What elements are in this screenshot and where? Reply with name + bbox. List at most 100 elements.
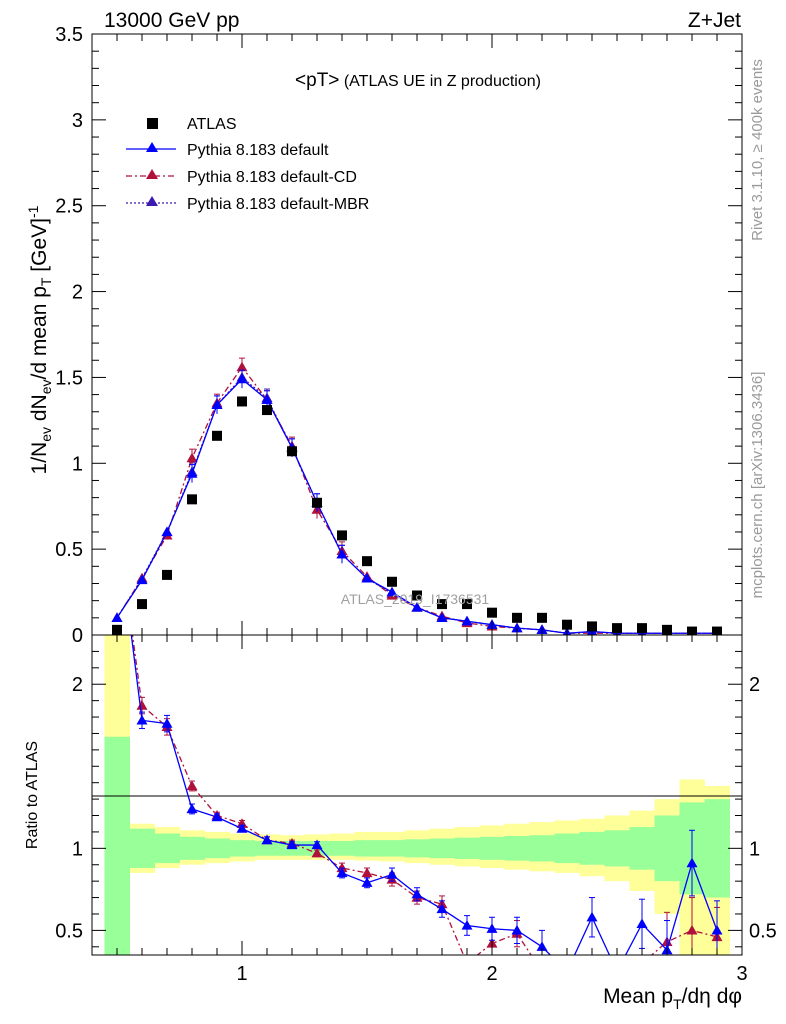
ratio-0-point	[586, 911, 598, 922]
main-y-tick-label: 2.5	[55, 196, 83, 218]
ratio-y-tick-label: 0.5	[55, 920, 83, 942]
stat-band-bin	[554, 833, 580, 864]
ratio-0-point	[186, 803, 198, 814]
series-1-point	[336, 548, 348, 559]
ratio-y-tick-label: 2	[72, 674, 83, 696]
x-axis-title: Mean pT/dη dφ	[603, 985, 742, 1012]
main-y-tick-label: 3.5	[55, 24, 83, 46]
atlas-point	[312, 497, 322, 508]
stat-band-bin	[129, 828, 155, 869]
stat-band-bin	[204, 838, 230, 859]
stat-band-bin	[529, 835, 555, 862]
series-1-point	[386, 586, 398, 597]
atlas-point	[337, 530, 347, 541]
atlas-point	[562, 619, 572, 630]
ratio-0-point	[161, 718, 173, 728]
stat-band-bin	[654, 815, 680, 882]
stat-band-bin	[704, 799, 730, 898]
series-1-point	[136, 574, 148, 585]
atlas-point	[537, 612, 547, 623]
main-y-tick-label: 2	[72, 282, 83, 304]
ratio-0-point	[236, 823, 248, 833]
atlas-point	[262, 405, 272, 416]
series-1-point	[111, 612, 123, 622]
ratio-0-point	[261, 834, 273, 845]
series-1-point	[411, 602, 423, 612]
main-y-tick-label: 0.5	[55, 539, 83, 561]
ratio-0-point	[486, 923, 498, 933]
atlas-point	[212, 430, 222, 441]
ratio-1-point	[361, 867, 373, 878]
legend: ATLAS Pythia 8.183 default Pythia 8.183 …	[126, 116, 369, 213]
ratio-0-point	[211, 811, 223, 822]
series-2-point	[186, 452, 198, 463]
ratio-0-point	[461, 919, 473, 930]
ratio-1-point	[136, 700, 148, 710]
stat-band-bin	[579, 831, 605, 865]
axis-ticks	[91, 33, 743, 955]
ratio-band-total	[104, 635, 730, 955]
ratio-y-axis-title: Ratio to ATLAS	[24, 741, 41, 849]
ratio-y-tick-label-right: 0.5	[749, 920, 777, 942]
stat-band-bin	[454, 837, 480, 859]
series-1-point	[436, 612, 448, 622]
ratio-0-point	[511, 924, 523, 935]
x-tick-label: 2	[486, 963, 497, 985]
ratio-0-point	[311, 839, 323, 850]
atlas-point	[387, 576, 397, 587]
ratio-0-point	[686, 857, 698, 868]
stat-band-bin	[379, 840, 405, 857]
series-1-point	[161, 526, 173, 537]
legend-default-marker	[146, 142, 158, 152]
main-y-axis-title: 1/Nev dNev/d mean pT [GeV]-1	[25, 205, 54, 474]
ratio-series-group	[130, 635, 723, 955]
stat-band-bin	[104, 736, 130, 955]
mcplots-credit-label: mcplots.cern.ch [arXiv:1306.3436]	[749, 372, 766, 599]
atlas-point	[362, 556, 372, 567]
series-1-point	[236, 373, 248, 384]
ratio-frame	[91, 634, 743, 956]
ratio-0-point	[436, 903, 448, 914]
stat-band-bin	[479, 836, 505, 860]
ratio-y-tick-label-right: 1	[749, 838, 760, 860]
stat-band-bin	[329, 840, 355, 856]
rivet-version-label: Rivet 3.1.10, ≥ 400k events	[749, 59, 766, 241]
atlas-point	[137, 599, 147, 610]
process-label: Z+Jet	[688, 9, 741, 32]
ratio-0-point	[361, 877, 373, 887]
ratio-y-tick-label-right: 2	[749, 674, 760, 696]
stat-band-bin	[604, 830, 630, 867]
analysis-watermark: ATLAS_2019_I1736531	[341, 591, 490, 607]
legend-atlas-label: ATLAS	[187, 116, 237, 133]
stat-band-bin	[504, 836, 530, 861]
legend-default-label: Pythia 8.183 default	[187, 142, 329, 159]
stat-band-bin	[154, 833, 180, 864]
atlas-point	[187, 494, 197, 505]
ratio-1-point	[311, 847, 323, 858]
energy-label: 13000 GeV pp	[104, 9, 239, 32]
main-y-tick-label: 1	[72, 453, 83, 475]
ratio-1-point	[686, 924, 698, 935]
ratio-0-point	[636, 918, 648, 928]
legend-mbr-marker	[146, 196, 158, 206]
legend-cd-label: Pythia 8.183 default-CD	[187, 169, 357, 186]
atlas-point	[162, 569, 172, 580]
legend-cd-marker	[146, 169, 158, 179]
ratio-1-point	[186, 780, 198, 791]
x-tick-label: 3	[736, 963, 747, 985]
series-1-point	[261, 394, 273, 404]
atlas-point	[437, 599, 447, 610]
stat-band-bin	[254, 840, 280, 856]
ratio-0-point	[411, 888, 423, 899]
legend-atlas-marker	[147, 118, 158, 129]
series-2-point	[236, 361, 248, 372]
stat-band-bin	[229, 840, 255, 857]
stat-band-bin	[179, 836, 205, 860]
main-y-tick-label: 1.5	[55, 367, 83, 389]
x-tick-label: 1	[236, 963, 247, 985]
ratio-0-point	[711, 924, 723, 935]
series-1-point	[361, 572, 373, 583]
stat-band-bin	[429, 838, 455, 859]
series-1-point	[511, 622, 523, 633]
atlas-point	[487, 607, 497, 618]
